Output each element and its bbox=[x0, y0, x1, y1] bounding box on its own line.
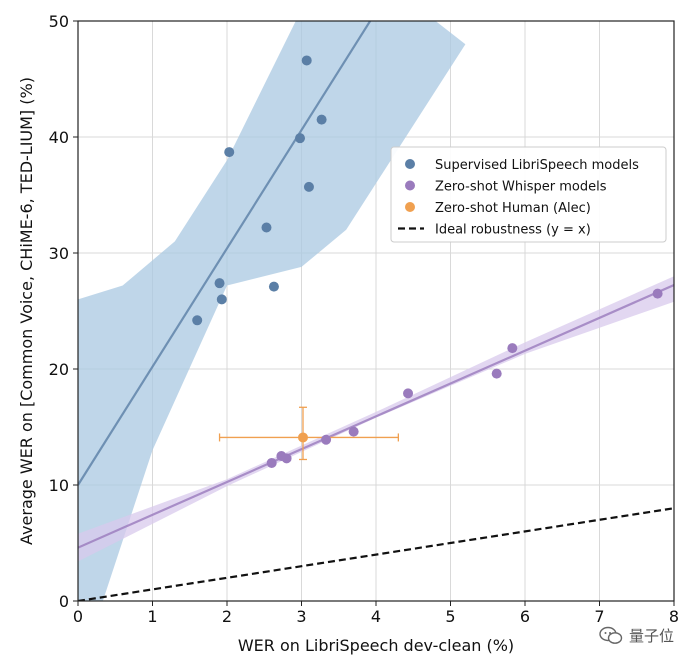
data-point bbox=[301, 55, 312, 66]
data-points bbox=[192, 55, 663, 468]
y-axis-title: Average WER on [Common Voice, CHiME-6, T… bbox=[17, 77, 36, 545]
legend-marker bbox=[405, 180, 415, 191]
x-tick-label: 2 bbox=[222, 607, 232, 626]
legend-box bbox=[390, 146, 667, 243]
watermark-text: 量子位 bbox=[628, 627, 674, 645]
y-tick-label: 30 bbox=[49, 244, 69, 263]
x-tick-label: 0 bbox=[73, 607, 83, 626]
data-point bbox=[321, 434, 332, 445]
legend: Supervised LibriSpeech models Zero-shot W… bbox=[390, 146, 667, 243]
confidence-band bbox=[78, 276, 674, 562]
x-tick-label: 8 bbox=[669, 607, 679, 626]
confidence-bands bbox=[78, 21, 674, 601]
data-point bbox=[491, 368, 502, 379]
data-point bbox=[214, 278, 225, 289]
data-point bbox=[295, 133, 306, 144]
data-point bbox=[297, 432, 308, 443]
x-axis-title: WER on LibriSpeech dev-clean (%) bbox=[238, 636, 514, 655]
data-point bbox=[281, 453, 292, 464]
y-tick-label: 20 bbox=[49, 360, 69, 379]
fit-line bbox=[78, 284, 674, 549]
data-point bbox=[316, 114, 327, 125]
x-tick-label: 1 bbox=[147, 607, 157, 626]
data-point bbox=[224, 147, 235, 158]
data-point bbox=[192, 315, 203, 326]
data-point bbox=[266, 457, 277, 468]
y-tick-label: 10 bbox=[49, 476, 69, 495]
wechat-icon bbox=[599, 626, 623, 644]
legend-label: Supervised LibriSpeech models bbox=[435, 158, 639, 173]
data-point bbox=[403, 388, 414, 399]
data-point bbox=[216, 294, 227, 305]
axis-ticks: 0 1 2 3 4 5 6 7 8 0 10 20 30 40 50 bbox=[49, 12, 679, 626]
ideal-robustness-line bbox=[78, 507, 674, 601]
y-tick-label: 50 bbox=[49, 12, 69, 31]
legend-marker bbox=[405, 159, 415, 169]
watermark: 量子位 bbox=[599, 625, 674, 646]
x-tick-label: 3 bbox=[296, 607, 306, 626]
data-point bbox=[652, 288, 663, 299]
x-tick-label: 7 bbox=[594, 607, 604, 626]
y-tick-label: 0 bbox=[59, 592, 69, 611]
x-tick-label: 6 bbox=[520, 607, 530, 626]
x-tick-label: 4 bbox=[371, 607, 381, 626]
legend-label: Zero-shot Whisper models bbox=[435, 180, 607, 195]
legend-label: Zero-shot Human (Alec) bbox=[435, 201, 591, 216]
x-tick-label: 5 bbox=[445, 607, 455, 626]
data-point bbox=[261, 222, 272, 233]
data-point bbox=[507, 343, 518, 354]
data-point bbox=[268, 281, 279, 292]
data-point bbox=[303, 181, 314, 192]
fit-lines bbox=[78, 21, 674, 601]
confidence-band bbox=[78, 21, 466, 601]
legend-marker bbox=[405, 202, 415, 212]
data-point bbox=[348, 426, 359, 437]
legend-label: Ideal robustness (y = x) bbox=[435, 223, 591, 238]
fit-line bbox=[78, 21, 372, 486]
y-tick-label: 40 bbox=[49, 128, 69, 147]
